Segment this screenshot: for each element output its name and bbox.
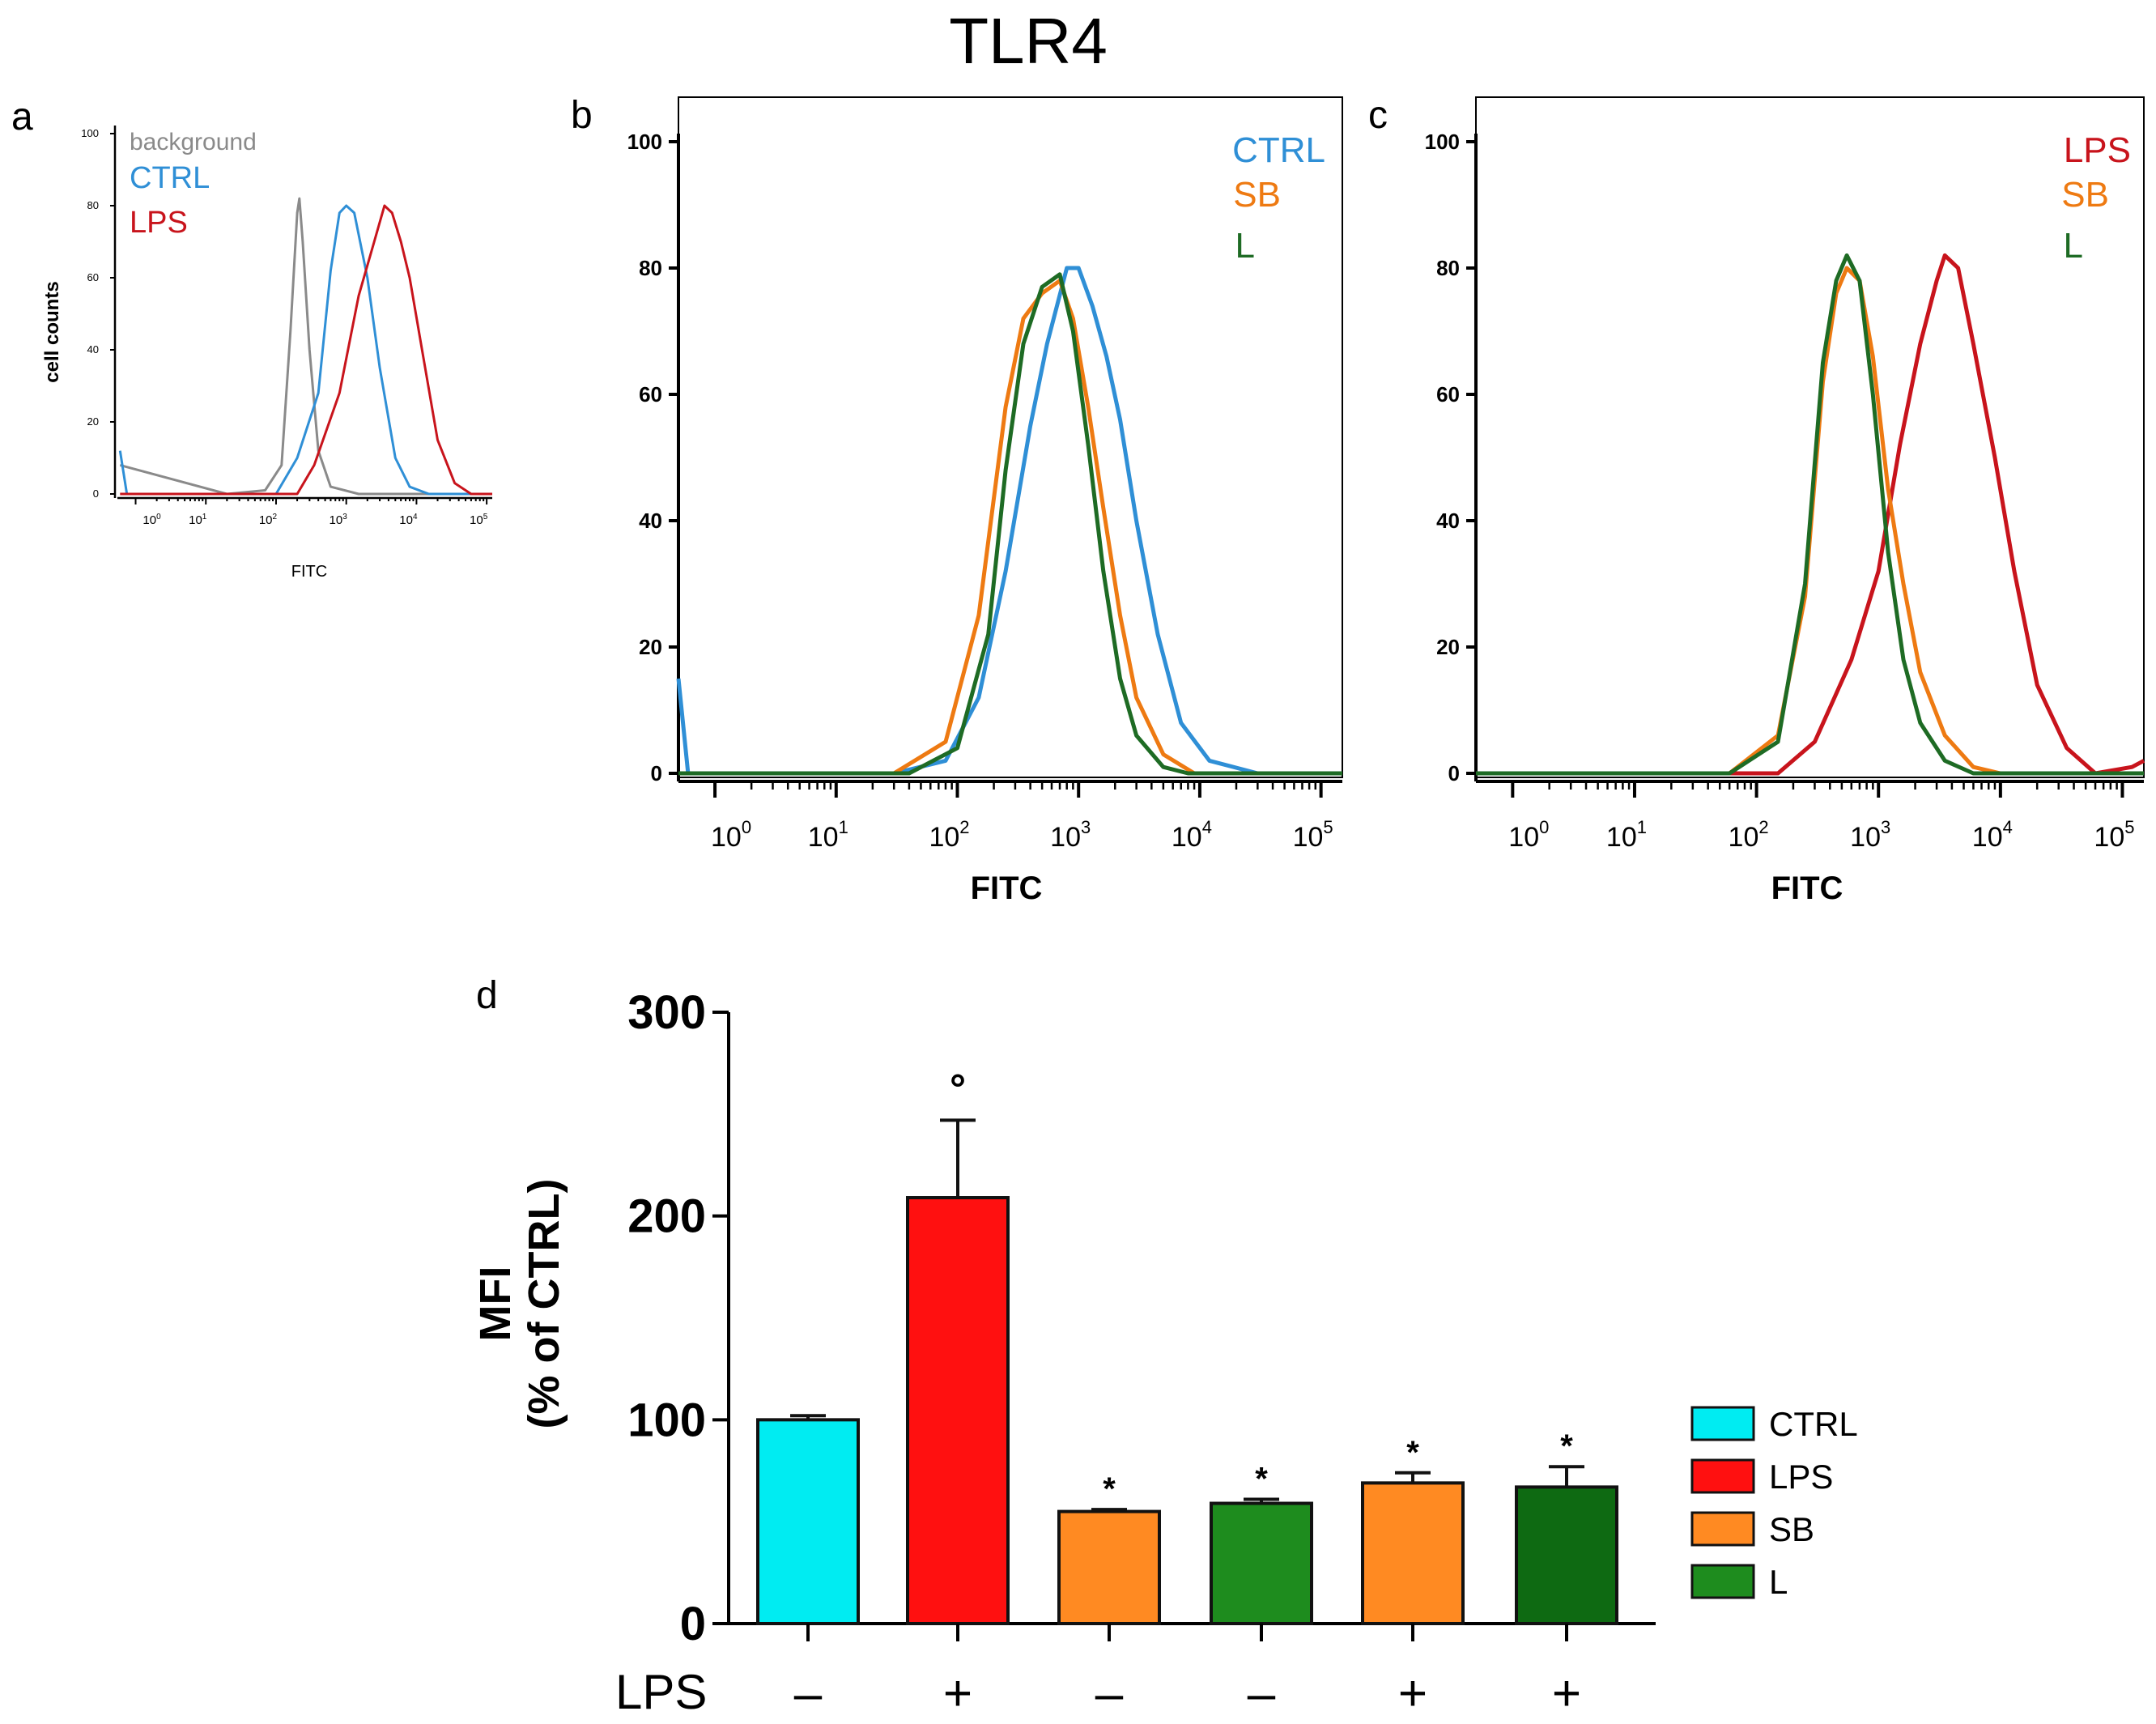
panel-a-series-ctrl	[118, 204, 492, 496]
panel-d-letter: d	[476, 974, 498, 1017]
panel-d-lps-sign: –	[1095, 1666, 1124, 1722]
panel-a-x-tick-label: 105	[470, 513, 488, 527]
panel-c-series-l	[1476, 253, 2144, 776]
panel-d-legend-swatch	[1690, 1406, 1755, 1441]
panel-c-y-tick-label: 100	[1425, 130, 1460, 154]
panel-d-legend-label: SB	[1769, 1510, 1814, 1548]
panel-b-legend-l: L	[1235, 226, 1255, 266]
panel-d-significance-mark: °	[950, 1066, 966, 1111]
panel-b-x-tick-label: 100	[711, 817, 751, 853]
panel-d-legend-label: L	[1769, 1563, 1788, 1601]
panel-d-legend-swatch	[1690, 1458, 1755, 1494]
panel-d-significance-mark: *	[1103, 1471, 1116, 1507]
panel-c-x-tick-label: 101	[1606, 817, 1647, 853]
panel-d-significance-mark: *	[1560, 1428, 1573, 1464]
panel-a-series-background	[119, 197, 492, 496]
panel-b-xlabel: FITC	[971, 871, 1043, 906]
panel-b-x-tick-label: 104	[1172, 817, 1212, 853]
figure-title: TLR4	[949, 5, 1108, 77]
panel-a-y-tick-label: 40	[87, 343, 99, 355]
panel-a-xlabel: FITC	[291, 563, 327, 581]
panel-b-y-tick-label: 60	[639, 382, 662, 407]
panel-c-y-tick-label: 20	[1436, 635, 1460, 659]
panel-a-legend-background: background	[130, 129, 257, 155]
panel-d-ylabel-line1: MFI	[471, 1266, 520, 1342]
panel-d-lps-sign: +	[1552, 1666, 1581, 1722]
panel-d-significance-mark: *	[1406, 1435, 1419, 1471]
panel-a-y-tick-label: 80	[87, 199, 99, 211]
panel-b-legend-sb: SB	[1233, 175, 1281, 215]
panel-b-series-sb	[678, 279, 1342, 776]
panel-b-y-tick-label: 20	[639, 635, 662, 659]
panel-d-bar	[1210, 1501, 1313, 1626]
panel-d-lps-row-label: LPS	[615, 1665, 707, 1719]
panel-c-y-tick-label: 80	[1436, 256, 1460, 280]
panel-d-bar	[1361, 1481, 1465, 1625]
panel-a-y-tick-label: 100	[81, 127, 99, 139]
panel-d-bar	[1515, 1485, 1618, 1625]
panel-c-series-lps	[1476, 253, 2145, 776]
panel-d-bar	[1057, 1509, 1161, 1626]
panel-b-x-tick-label: 103	[1050, 817, 1091, 853]
panel-d-bar-chart: d MFI (% of CTRL) 0 100 200 300 ° * * * * CTRL L…	[471, 974, 1858, 1722]
panel-c-x-tick-label: 103	[1850, 817, 1890, 853]
panel-b-y-tick-label: 100	[627, 130, 662, 154]
panel-d-significance-mark: *	[1255, 1461, 1268, 1496]
panel-d-ylabel-line2: (% of CTRL)	[520, 1179, 568, 1429]
panel-c-x-tick-label: 105	[2094, 817, 2134, 853]
panel-d-y-tick-label: 100	[627, 1394, 706, 1446]
panel-d-legend-label: LPS	[1769, 1458, 1833, 1496]
panel-b-legend-ctrl: CTRL	[1232, 130, 1325, 170]
panel-a-x-tick-label: 104	[399, 513, 418, 527]
panel-c-legend-lps: LPS	[2064, 130, 2131, 170]
panel-a-x-tick-label: 101	[189, 513, 207, 527]
panel-c-y-tick-label: 40	[1436, 509, 1460, 533]
panel-a-histogram: a cell counts FITC 0 20 40 60 80 100 100 101 10…	[11, 96, 492, 581]
panel-c-x-tick-label: 100	[1508, 817, 1549, 853]
panel-d-legend-swatch	[1690, 1511, 1755, 1547]
panel-d-lps-sign: –	[794, 1666, 823, 1722]
panel-b-y-tick-label: 40	[639, 509, 662, 533]
panel-d-bar	[756, 1418, 860, 1626]
panel-b-x-tick-label: 101	[808, 817, 848, 853]
panel-a-y-tick-label: 0	[93, 487, 99, 500]
panel-c-letter: c	[1368, 94, 1388, 137]
panel-c-legend-sb: SB	[2061, 175, 2109, 215]
panel-b-y-tick-label: 0	[651, 761, 662, 785]
panel-d-y-tick-label: 0	[680, 1598, 706, 1650]
panel-a-legend-ctrl: CTRL	[130, 161, 210, 195]
panel-d-lps-sign: –	[1248, 1666, 1276, 1722]
panel-b-histogram: b FITC 0 20 40 60 80 100 100 101 102 103 104 105 C…	[571, 94, 1343, 906]
panel-b-x-tick-label: 102	[929, 817, 969, 853]
panel-a-x-tick-label: 103	[330, 513, 348, 527]
panel-a-y-tick-label: 20	[87, 415, 99, 428]
panel-c-y-tick-label: 60	[1436, 382, 1460, 407]
panel-b-series-ctrl	[676, 266, 1342, 776]
panel-d-legend-swatch	[1690, 1564, 1755, 1599]
panel-d-bar	[906, 1196, 1010, 1626]
panel-c-x-tick-label: 104	[1972, 817, 2013, 853]
panel-c-histogram: c FITC 0 20 40 60 80 100 100 101 102 103 104 105 L…	[1368, 94, 2145, 906]
panel-a-legend-lps: LPS	[130, 206, 188, 240]
panel-b-y-tick-label: 80	[639, 256, 662, 280]
panel-d-lps-sign: +	[943, 1666, 972, 1722]
panel-c-y-tick-label: 0	[1448, 761, 1460, 785]
panel-d-y-tick-label: 200	[627, 1190, 706, 1243]
panel-d-y-tick-label: 300	[627, 986, 706, 1039]
panel-d-legend-label: CTRL	[1769, 1405, 1858, 1443]
panel-a-x-tick-label: 102	[259, 513, 278, 527]
panel-b-series-l	[678, 272, 1342, 776]
panel-b-letter: b	[571, 94, 593, 137]
panel-a-ylabel: cell counts	[41, 281, 63, 382]
panel-b-x-tick-label: 105	[1293, 817, 1333, 853]
panel-a-x-tick-label: 100	[142, 513, 161, 527]
panel-a-y-tick-label: 60	[87, 271, 99, 283]
panel-a-series-lps	[120, 204, 492, 496]
panel-c-xlabel: FITC	[1771, 871, 1843, 906]
panel-c-x-tick-label: 102	[1729, 817, 1769, 853]
panel-c-legend-l: L	[2064, 226, 2083, 266]
panel-d-lps-sign: +	[1398, 1666, 1427, 1722]
panel-a-letter: a	[11, 96, 33, 138]
